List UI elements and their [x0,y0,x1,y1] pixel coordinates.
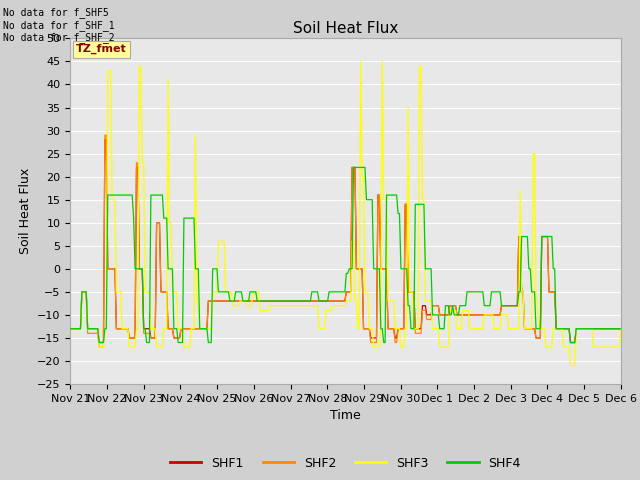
SHF1 [616,326,623,332]
SHF1 [461,312,469,318]
SHF2 [85,330,93,336]
X-axis label: Time: Time [330,409,361,422]
Line: SHF4: SHF4 [70,168,621,343]
SHF4 [104,192,111,198]
Y-axis label: Soil Heat Flux: Soil Heat Flux [19,168,31,254]
SHF1 [85,326,93,332]
SHF1 [67,326,74,332]
SHF1 [106,266,113,272]
SHF2 [353,266,360,272]
SHF4 [543,234,551,240]
SHF1 [353,266,360,272]
SHF3 [542,344,550,350]
Title: Soil Heat Flux: Soil Heat Flux [293,21,398,36]
SHF3 [102,326,110,332]
SHF4 [67,326,74,332]
SHF1 [95,340,103,346]
SHF4 [617,326,625,332]
Line: SHF3: SHF3 [70,61,621,366]
SHF2 [617,326,625,332]
SHF3 [617,326,625,332]
SHF4 [95,340,103,346]
SHF2 [461,312,469,318]
SHF3 [616,344,623,350]
SHF4 [616,326,623,332]
Line: SHF1: SHF1 [70,140,621,343]
SHF2 [616,326,623,332]
SHF2 [95,344,103,350]
SHF1 [617,326,625,332]
SHF3 [460,307,468,313]
Text: TZ_fmet: TZ_fmet [76,44,127,54]
SHF2 [67,326,74,332]
SHF3 [566,363,574,369]
SHF2 [543,234,551,240]
SHF2 [106,266,113,272]
SHF4 [353,165,360,170]
Legend: SHF1, SHF2, SHF3, SHF4: SHF1, SHF2, SHF3, SHF4 [165,452,526,475]
SHF3 [349,238,357,244]
SHF1 [543,234,551,240]
SHF3 [67,326,74,332]
Line: SHF2: SHF2 [70,135,621,347]
SHF4 [85,326,93,332]
Text: No data for f_SHF5
No data for f_SHF_1
No data for f_SHF_2: No data for f_SHF5 No data for f_SHF_1 N… [3,7,115,43]
SHF3 [85,326,93,332]
SHF3 [357,59,365,64]
SHF2 [101,132,109,138]
SHF4 [461,303,469,309]
SHF4 [349,165,357,170]
SHF1 [101,137,109,143]
